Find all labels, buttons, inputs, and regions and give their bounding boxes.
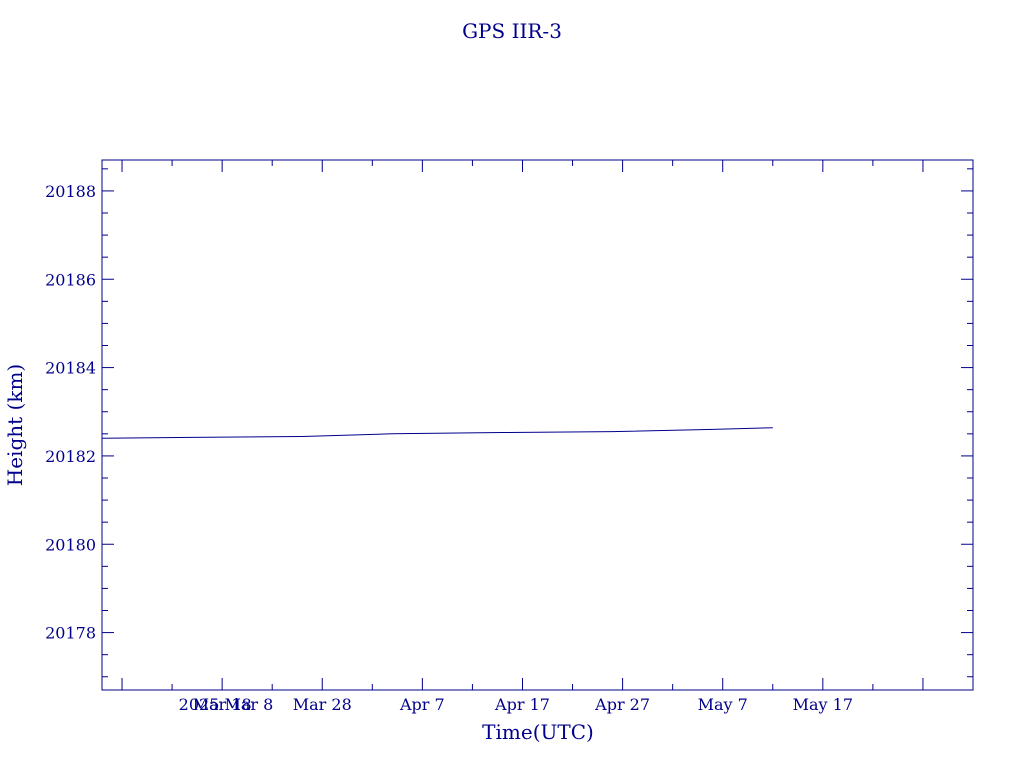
y-tick-label: 20186 bbox=[45, 270, 96, 289]
x-tick-label: Mar 18 bbox=[193, 695, 252, 714]
y-tick-label: 20188 bbox=[45, 182, 96, 201]
x-tick-label: Apr 17 bbox=[494, 695, 550, 714]
x-tick-label: May 17 bbox=[793, 695, 853, 714]
y-axis-label: Height (km) bbox=[3, 364, 27, 486]
y-axis: 20178 20180 20182 20184 20186 20188 bbox=[45, 168, 973, 678]
y-tick-label: 20178 bbox=[45, 624, 96, 643]
chart-title: GPS IIR-3 bbox=[462, 19, 562, 43]
x-axis-label: Time(UTC) bbox=[482, 720, 594, 744]
x-tick-label: Apr 27 bbox=[594, 695, 650, 714]
plot-frame bbox=[101, 159, 974, 691]
x-tick-label: May 7 bbox=[698, 695, 748, 714]
x-tick-label: Mar 28 bbox=[293, 695, 352, 714]
x-tick-label: Apr 7 bbox=[399, 695, 445, 714]
y-tick-label: 20180 bbox=[45, 535, 96, 554]
y-tick-label: 20184 bbox=[45, 359, 96, 378]
series-group bbox=[101, 427, 773, 439]
y-tick-label: 20182 bbox=[45, 447, 96, 466]
x-tick-label: 2025 Mar 8 bbox=[179, 695, 274, 714]
series-line bbox=[101, 427, 773, 439]
